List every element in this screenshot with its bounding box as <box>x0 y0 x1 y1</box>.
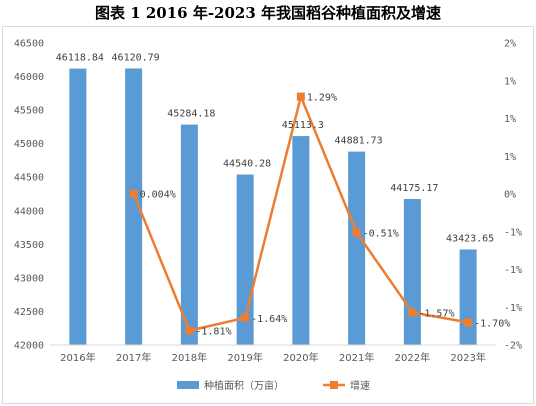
right-axis: 2% 1% 1% 1% 0% -1% -1% -1% -2% <box>504 39 522 352</box>
left-axis-tick-label: 42000 <box>14 341 44 352</box>
line-point <box>352 228 361 237</box>
left-axis-tick-label: 43000 <box>14 273 44 284</box>
right-axis-tick-label: 0% <box>504 190 516 201</box>
line-data-label: -1.70% <box>474 318 510 329</box>
bar-data-label: 44540.28 <box>223 159 271 170</box>
left-axis-tick-label: 45000 <box>14 139 44 150</box>
line-data-label: 0.004% <box>140 190 176 201</box>
line-data-label: -1.57% <box>418 309 454 320</box>
line-point <box>464 318 473 327</box>
category-label: 2016年 <box>60 351 95 364</box>
right-axis-tick-label: 1% <box>504 76 516 87</box>
bar <box>180 124 198 345</box>
bar-series <box>69 68 477 345</box>
left-axis: 42000 42500 43000 43500 44000 44500 45000 45500… <box>14 39 496 352</box>
left-axis-tick-label: 44500 <box>14 173 44 184</box>
legend: 种植面积（万亩） 增速 <box>177 379 370 392</box>
left-axis-tick-label: 46000 <box>14 72 44 83</box>
line-point <box>129 189 138 198</box>
legend-line-marker <box>330 381 338 389</box>
chart-frame <box>2 26 534 404</box>
figure-title: 图表 1 2016 年-2023 年我国稻谷种植面积及增速 <box>94 4 442 22</box>
bar-data-label: 46120.79 <box>112 52 160 63</box>
left-axis-tick-label: 43500 <box>14 240 44 251</box>
right-axis-tick-label: 2% <box>504 39 516 50</box>
legend-bar-label: 种植面积（万亩） <box>204 379 284 392</box>
category-label: 2020年 <box>283 351 318 364</box>
right-axis-tick-label: -1% <box>504 265 522 276</box>
right-axis-tick-label: -1% <box>504 303 522 314</box>
left-axis-tick-label: 42500 <box>14 307 44 318</box>
left-axis-tick-label: 45500 <box>14 106 44 117</box>
legend-line-label: 增速 <box>350 379 370 392</box>
bar <box>69 68 87 345</box>
left-axis-tick-label: 46500 <box>14 39 44 50</box>
right-axis-tick-label: 1% <box>504 152 516 163</box>
line-point <box>408 308 417 317</box>
bar-data-label: 45284.18 <box>167 109 215 120</box>
category-label: 2021年 <box>339 351 374 364</box>
bar <box>403 199 421 345</box>
bar <box>348 151 366 345</box>
right-axis-tick-label: -1% <box>504 227 522 238</box>
right-axis-tick-label: 1% <box>504 114 516 125</box>
left-axis-tick-label: 44000 <box>14 206 44 217</box>
bar-data-label: 44881.73 <box>335 136 383 147</box>
line-data-labels: 0.004% -1.81% -1.64% 1.29% -0.51% -1.57% -1.70… <box>140 93 511 338</box>
bar-data-labels: 46118.84 46120.79 45284.18 44540.28 45113.3 4… <box>56 52 494 244</box>
category-label: 2018年 <box>172 351 207 364</box>
bar-data-label: 45113.3 <box>282 120 324 131</box>
bar <box>292 136 310 345</box>
right-axis-tick-label: -2% <box>504 341 522 352</box>
bar-data-label: 46118.84 <box>56 53 104 64</box>
line-data-label: 1.29% <box>307 93 337 104</box>
line-data-label: -1.64% <box>251 314 287 325</box>
line-data-label: -0.51% <box>363 229 399 240</box>
legend-bar-swatch <box>177 381 199 389</box>
category-label: 2019年 <box>227 351 262 364</box>
line-point <box>296 92 305 101</box>
line-point <box>241 313 250 322</box>
bar <box>125 68 143 345</box>
line-point <box>185 326 194 335</box>
category-label: 2022年 <box>395 351 430 364</box>
bar-data-label: 44175.17 <box>390 183 438 194</box>
line-data-label: -1.81% <box>195 327 231 338</box>
category-label: 2023年 <box>450 351 485 364</box>
category-axis: 2016年 2017年 2018年 2019年 2020年 2021年 2022年 2023年 <box>60 351 486 364</box>
bar <box>459 249 477 345</box>
bar-data-label: 43423.65 <box>446 233 494 244</box>
category-label: 2017年 <box>116 351 151 364</box>
line-series <box>129 92 473 335</box>
